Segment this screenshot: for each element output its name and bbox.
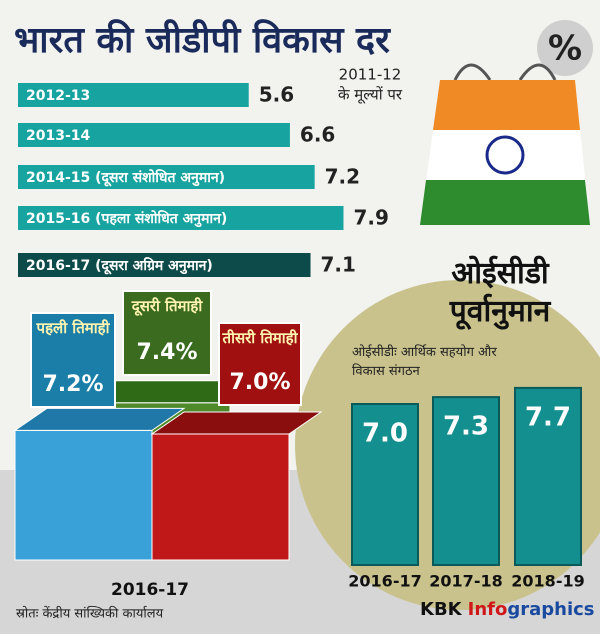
- percent-badge: [537, 20, 593, 76]
- value-label: 7.2: [325, 165, 360, 189]
- bar: [514, 386, 582, 566]
- bar: [18, 253, 311, 277]
- bar-label: 2012-13: [26, 88, 90, 104]
- block-front: [14, 429, 153, 561]
- value-label: 7.9: [353, 206, 388, 230]
- block-top: [13, 407, 186, 431]
- value-label: 7.0%: [229, 370, 291, 395]
- x-tick-label: 2016-17: [348, 572, 421, 591]
- subtitle: के मूल्यों पर: [338, 86, 403, 105]
- bar: [351, 403, 419, 566]
- bar: [432, 396, 500, 566]
- bag-icon: [420, 63, 590, 225]
- bar: [18, 123, 290, 147]
- quarter-callout: दूसरी तिमाही: [122, 290, 212, 376]
- subtitle: ओईसीडीः आर्थिक सहयोग और विकास संगठन: [352, 345, 497, 379]
- credit: KBK Infographics: [420, 599, 595, 620]
- bar-label: 2014-15 (दूसरा संशोधित अनुमान): [26, 169, 225, 187]
- credit-part: KBK: [420, 599, 463, 620]
- subtitle: 2011-12: [339, 66, 402, 84]
- bar-label: 2013-14: [26, 128, 91, 144]
- credit-part: Info: [468, 599, 508, 620]
- x-tick-label: 2018-19: [511, 572, 584, 591]
- bar-label: 2016-17 (दूसरा अग्रिम अनुमान): [26, 257, 213, 275]
- title: भारत की जीडीपी विकास दर: [14, 19, 391, 61]
- credit-part: graphics: [507, 599, 594, 620]
- block-top: [150, 411, 323, 435]
- value-label: 7.2%: [42, 372, 104, 397]
- quarter-callout: तीसरी तिमाही: [218, 322, 302, 406]
- value-label: 7.3: [443, 412, 489, 442]
- bar: [18, 165, 315, 189]
- x-tick-label: 2017-18: [429, 572, 502, 591]
- bar-label: 2015-16 (पहला संशोधित अनुमान): [26, 210, 227, 228]
- value-label: 6.6: [300, 123, 335, 147]
- value-label: 7.7: [525, 402, 571, 432]
- source: स्रोतः केंद्रीय सांख्यिकी कार्यालय: [16, 606, 164, 622]
- value-label: 7.1: [321, 253, 356, 277]
- value-label: 7.0: [362, 419, 408, 449]
- bar: [18, 83, 249, 107]
- block-front: [151, 433, 290, 561]
- symbol: %: [548, 29, 582, 69]
- title: ओईसीडी पूर्वानुमान: [449, 256, 551, 329]
- x-label: 2016-17: [111, 580, 189, 600]
- value-label: 5.6: [259, 83, 294, 107]
- quarter-callout: पहली तिमाही: [30, 312, 116, 408]
- value-label: 7.4%: [136, 340, 198, 365]
- bar: [18, 206, 344, 230]
